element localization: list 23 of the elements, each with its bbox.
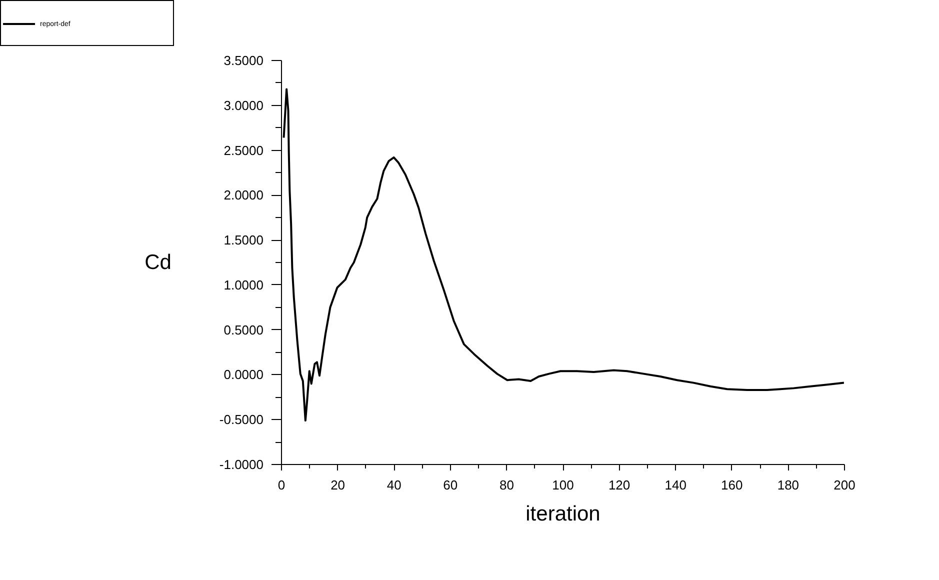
y-tick-label: 3.5000 bbox=[224, 53, 264, 68]
y-tick-label: 1.0000 bbox=[224, 277, 264, 292]
x-tick-label: 60 bbox=[443, 478, 458, 492]
y-tick-label: 1.5000 bbox=[224, 232, 264, 248]
y-tick-label: 2.5000 bbox=[224, 142, 264, 158]
x-tick-label: 20 bbox=[330, 478, 346, 492]
x-tick-label: 160 bbox=[721, 478, 743, 492]
x-tick-label: 0 bbox=[278, 478, 286, 492]
x-tick-label: 120 bbox=[608, 478, 630, 492]
x-tick-label: 40 bbox=[386, 478, 402, 492]
y-tick-label: 2.0000 bbox=[224, 188, 264, 203]
y-axis-title: Cd bbox=[144, 251, 172, 274]
x-tick-label: 140 bbox=[664, 478, 686, 492]
x-tick-label: 200 bbox=[834, 478, 856, 492]
x-tick-label: 80 bbox=[499, 478, 514, 492]
x-axis-title: iteration bbox=[526, 502, 600, 526]
y-tick-label: 3.0000 bbox=[224, 98, 264, 113]
y-tick-label: 0.5000 bbox=[224, 322, 264, 338]
y-tick-label: 0.0000 bbox=[224, 367, 264, 382]
y-tick-label: -1.0000 bbox=[219, 457, 264, 472]
x-tick-label: 180 bbox=[777, 478, 800, 492]
x-tick-label: 100 bbox=[552, 478, 574, 492]
y-tick-label: -0.5000 bbox=[219, 412, 264, 428]
